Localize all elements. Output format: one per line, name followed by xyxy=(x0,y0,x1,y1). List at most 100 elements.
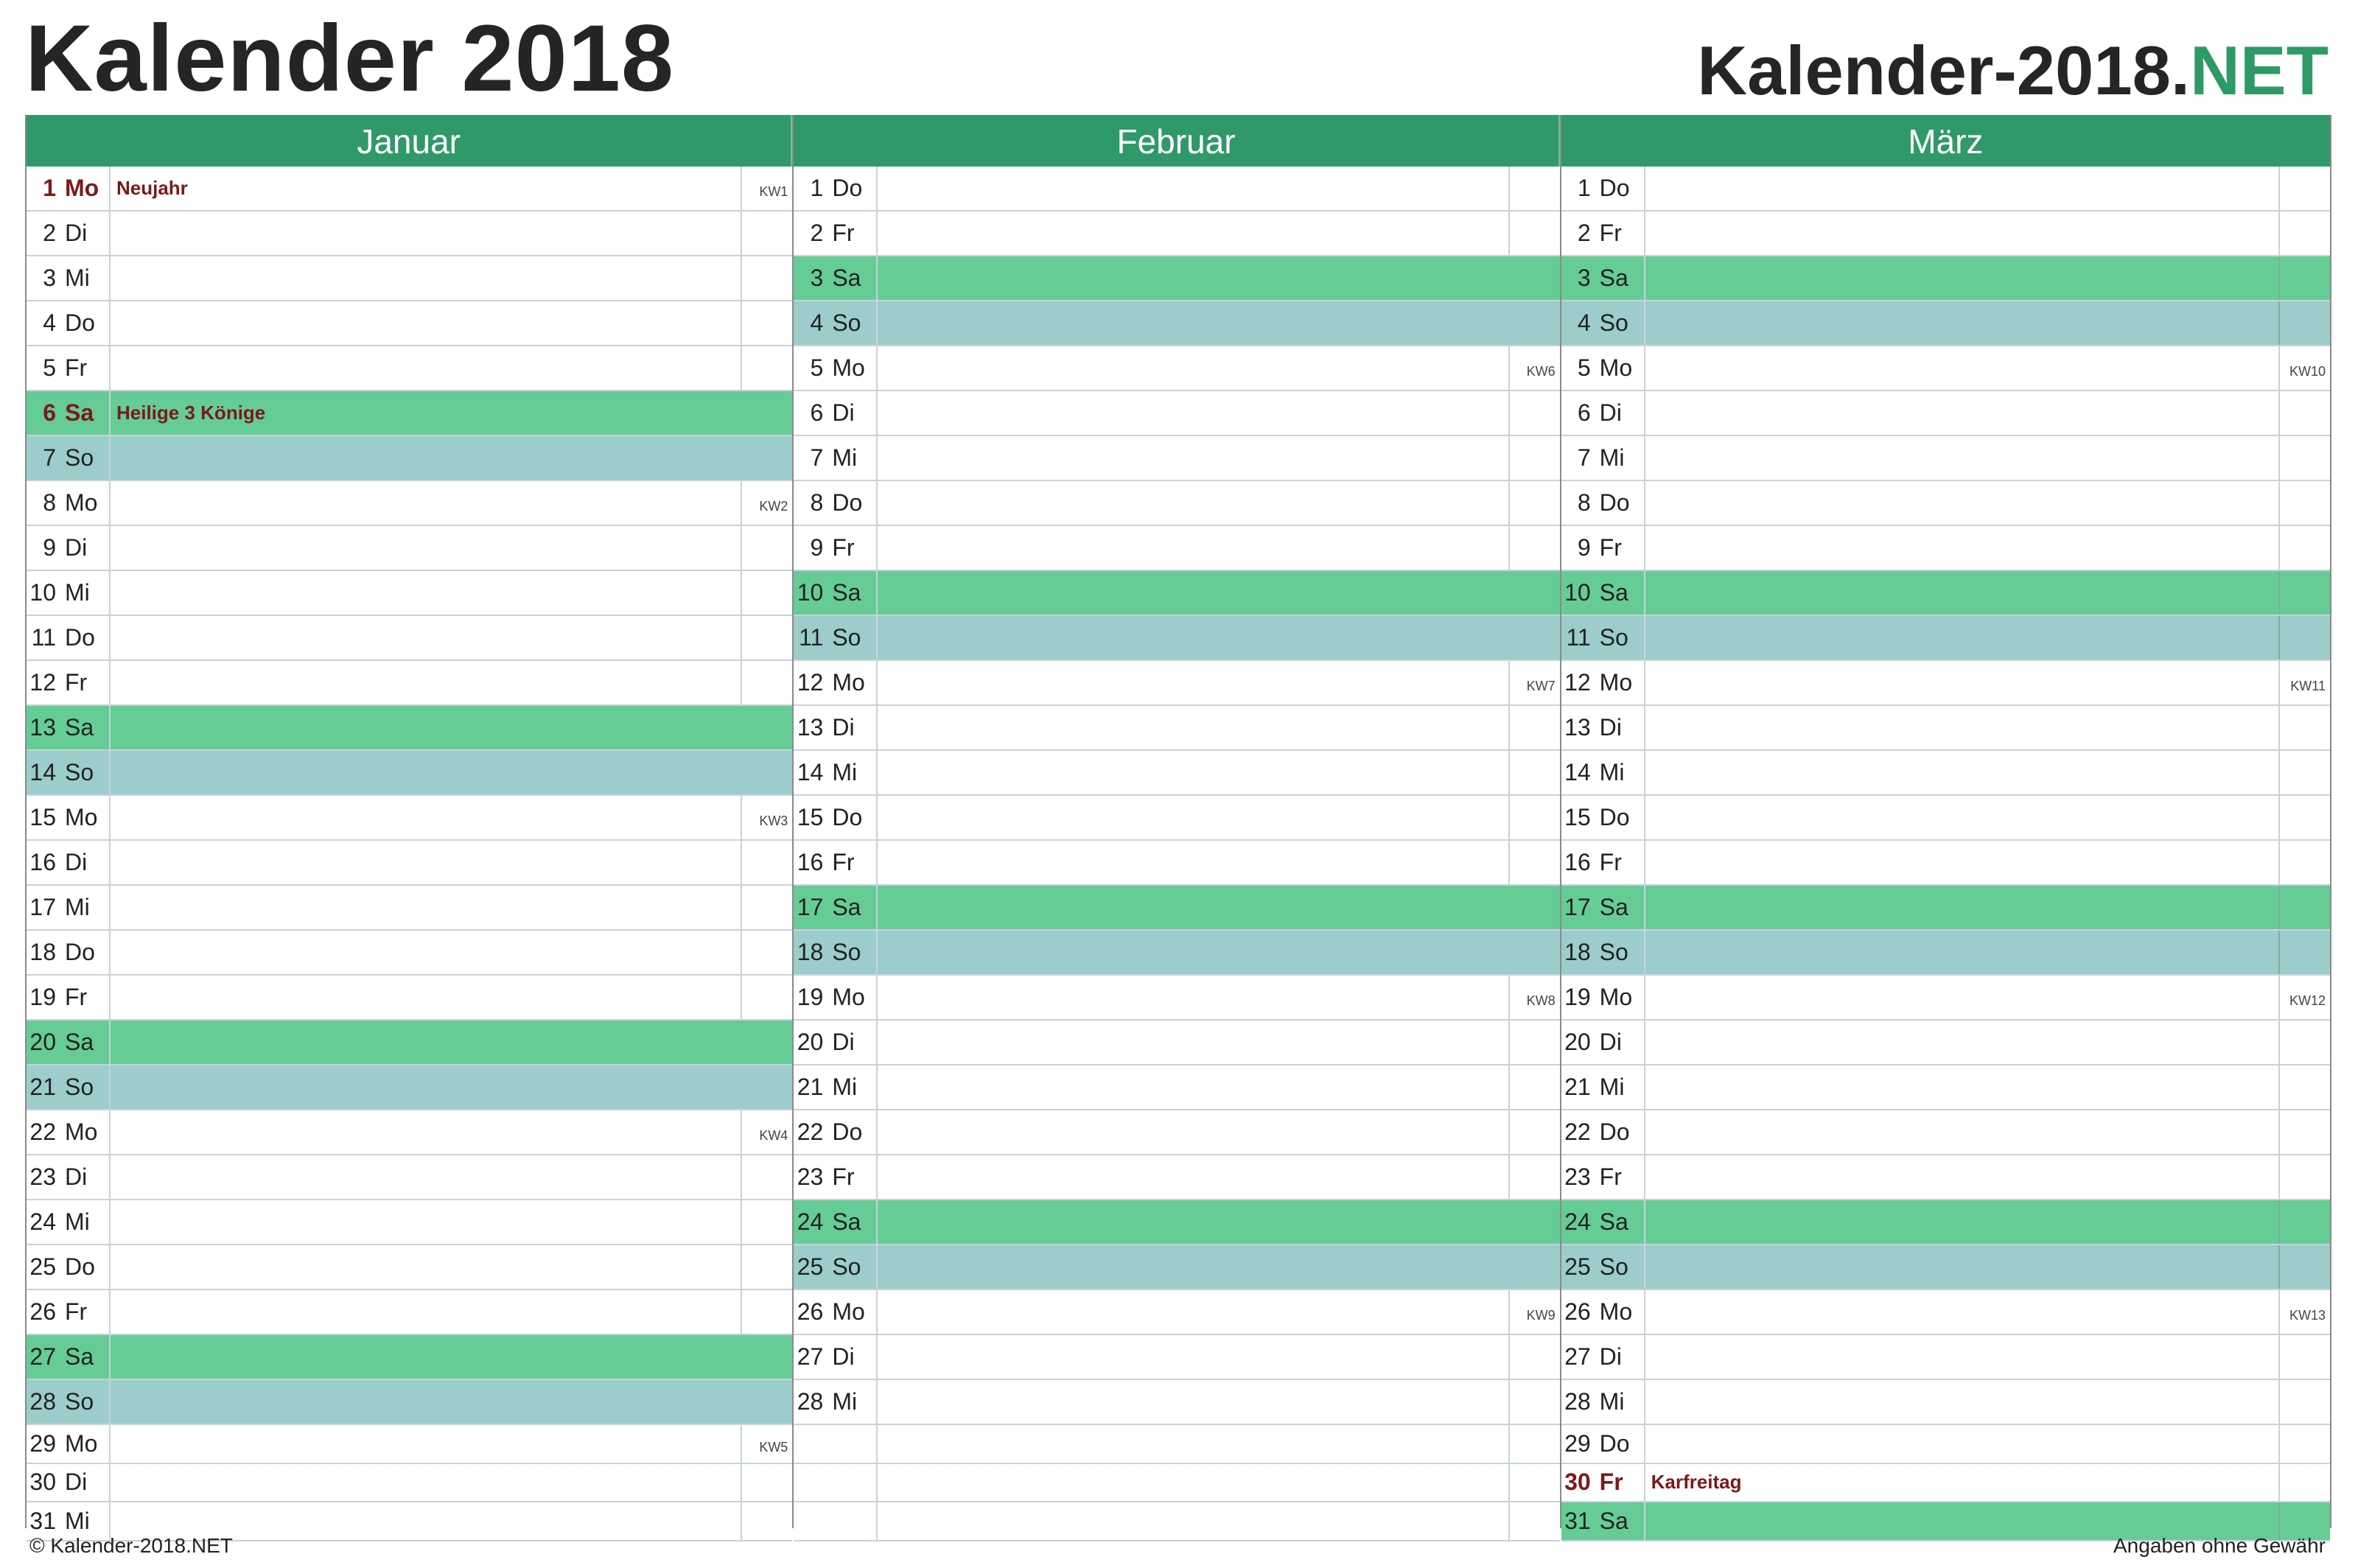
weekday: Mo xyxy=(832,1290,878,1334)
weekday: Do xyxy=(1600,1425,1645,1463)
day-number: 11 xyxy=(1566,624,1591,651)
weekday: Do xyxy=(65,931,111,974)
weekday: Do xyxy=(1600,796,1645,839)
week-number: KW11 xyxy=(2278,661,2330,704)
week-number: KW7 xyxy=(1508,661,1560,704)
day-number: 3 xyxy=(1577,265,1591,291)
weekday: Sa xyxy=(1600,1200,1645,1244)
day-number: 25 xyxy=(1564,1253,1591,1280)
day-number: 17 xyxy=(29,894,56,920)
day-note xyxy=(878,706,1508,749)
weekday: Fr xyxy=(832,211,878,255)
weekday: Fr xyxy=(832,841,878,884)
day-number: 20 xyxy=(29,1029,56,1055)
week-number xyxy=(741,256,792,300)
day-row: 21 So xyxy=(27,1065,793,1110)
weekday: Mi xyxy=(832,436,878,480)
week-number: KW13 xyxy=(2278,1290,2330,1334)
day-number: 8 xyxy=(43,489,56,516)
day-row: 1 Mo Neujahr KW1 xyxy=(27,167,793,211)
weekday: Do xyxy=(832,1110,878,1154)
day-number: 12 xyxy=(797,669,824,696)
day-note xyxy=(1645,436,2278,480)
day-note xyxy=(1645,796,2278,839)
day-row: 24 Sa xyxy=(794,1200,1560,1245)
week-number xyxy=(2278,1200,2330,1244)
day-note xyxy=(111,1245,741,1289)
week-number xyxy=(741,346,792,390)
day-row: 26 Mo KW13 xyxy=(1561,1290,2330,1335)
day-note xyxy=(878,841,1508,884)
day-number: 25 xyxy=(29,1253,56,1280)
week-number xyxy=(741,301,792,345)
week-number xyxy=(741,391,792,435)
day-number: 30 xyxy=(1564,1469,1591,1496)
week-number xyxy=(741,661,792,704)
weekday: So xyxy=(832,301,878,345)
week-number xyxy=(2278,571,2330,615)
weekday: Mo xyxy=(832,976,878,1019)
day-note xyxy=(111,1155,741,1199)
day-number: 10 xyxy=(1564,579,1591,606)
week-number xyxy=(1508,1463,1560,1501)
day-row: 11 So xyxy=(794,616,1560,661)
day-row: 30 Fr Karfreitag xyxy=(1561,1463,2330,1502)
day-number: 5 xyxy=(43,354,56,381)
day-number: 2 xyxy=(43,220,56,246)
day-row: 1 Do xyxy=(1561,167,2330,211)
day-row: 19 Mo KW12 xyxy=(1561,976,2330,1021)
day-note xyxy=(1645,211,2278,255)
day-row: 3 Sa xyxy=(794,256,1560,301)
day-note xyxy=(111,976,741,1019)
week-number xyxy=(2278,616,2330,659)
day-note xyxy=(878,167,1508,210)
day-number: 23 xyxy=(29,1163,56,1190)
day-number: 19 xyxy=(1564,984,1591,1010)
day-row: 6 Sa Heilige 3 Könige xyxy=(27,391,793,436)
day-note xyxy=(111,796,741,839)
weekday: So xyxy=(1600,301,1645,345)
day-number: 21 xyxy=(29,1074,56,1100)
day-row: 18 Do xyxy=(27,931,793,976)
week-number xyxy=(1508,1200,1560,1244)
week-number xyxy=(2278,391,2330,435)
day-note xyxy=(1645,1155,2278,1199)
day-note: Heilige 3 Könige xyxy=(116,402,266,424)
day-number: 22 xyxy=(797,1119,824,1145)
week-number xyxy=(1508,706,1560,749)
day-note xyxy=(1645,571,2278,615)
day-number: 26 xyxy=(1564,1298,1591,1325)
weekday: Mi xyxy=(65,1200,111,1244)
day-number: 31 xyxy=(29,1507,56,1534)
weekday: Di xyxy=(832,391,878,435)
day-note xyxy=(878,436,1508,480)
week-number xyxy=(2278,436,2330,480)
weekday: Fr xyxy=(1600,1463,1645,1501)
day-row: 28 Mi xyxy=(1561,1380,2330,1425)
week-number xyxy=(1508,256,1560,300)
week-number xyxy=(2278,481,2330,525)
day-number: 1 xyxy=(1577,175,1591,201)
brand-main: Kalender-2018. xyxy=(1697,32,2190,109)
day-number: 27 xyxy=(1564,1343,1591,1370)
day-number: 2 xyxy=(810,220,824,246)
day-number: 14 xyxy=(29,759,56,785)
day-note xyxy=(878,571,1508,615)
weekday: Do xyxy=(1600,1110,1645,1154)
day-number: 27 xyxy=(797,1343,824,1370)
weekday: So xyxy=(65,1380,111,1424)
day-row: 8 Do xyxy=(1561,481,2330,526)
week-number xyxy=(741,1335,792,1379)
day-row: 15 Do xyxy=(1561,796,2330,841)
week-number xyxy=(2278,1463,2330,1501)
day-row: 16 Fr xyxy=(794,841,1560,886)
day-row: 8 Mo KW2 xyxy=(27,481,793,526)
day-note xyxy=(111,1464,741,1502)
brand-accent: NET xyxy=(2190,32,2329,109)
week-number xyxy=(1508,167,1560,210)
day-number: 20 xyxy=(797,1029,824,1055)
weekday: Sa xyxy=(1600,886,1645,929)
day-number: 18 xyxy=(797,939,824,965)
week-number xyxy=(2278,1425,2330,1463)
week-number xyxy=(741,1380,792,1424)
